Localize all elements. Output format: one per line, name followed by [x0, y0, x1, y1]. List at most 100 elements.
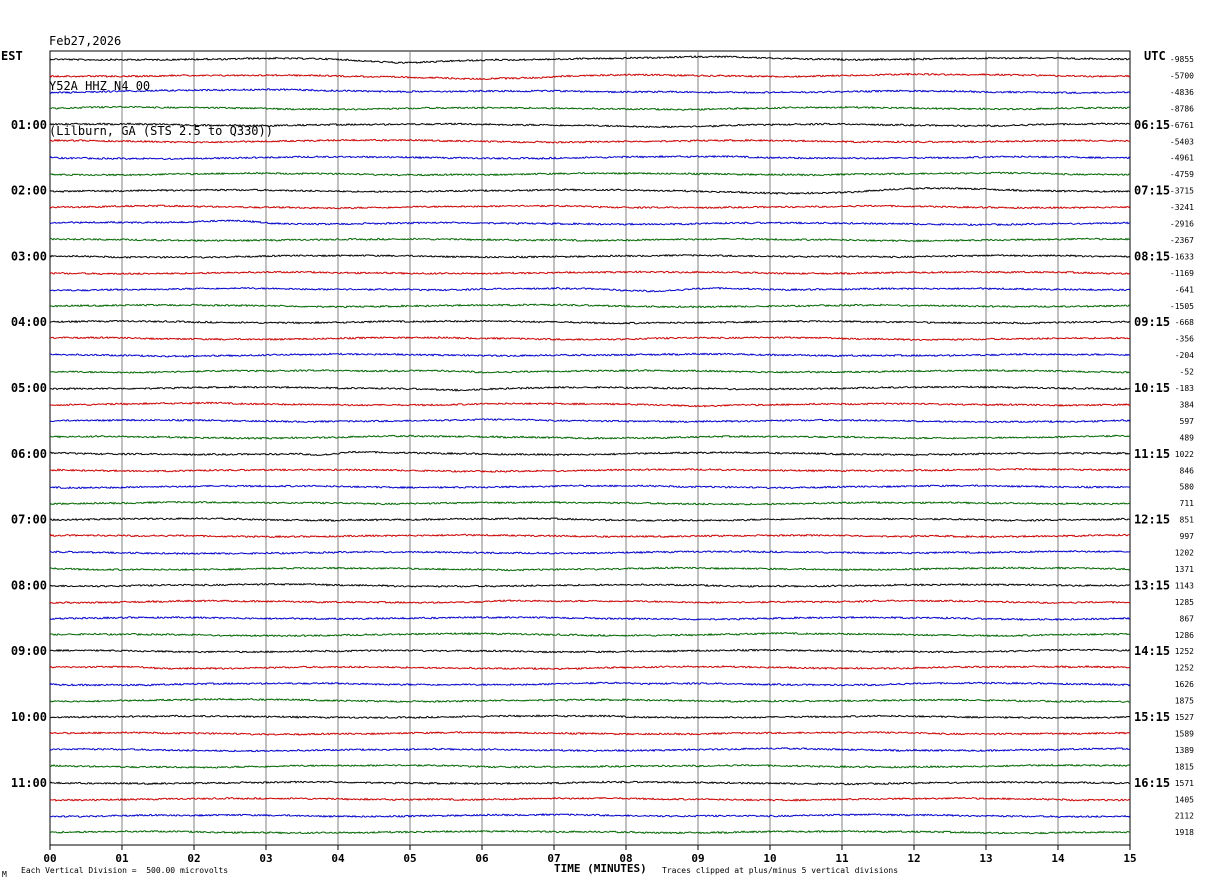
row-offset-label-11: -2367	[1170, 236, 1194, 245]
row-offset-label-3: -8786	[1170, 104, 1194, 113]
right-hour-label-12:15: 12:15	[1134, 513, 1170, 527]
row-offset-label-29: 997	[1180, 532, 1195, 541]
right-hour-label-09:15: 09:15	[1134, 315, 1170, 329]
row-offset-label-5: -5403	[1170, 137, 1194, 146]
row-offset-label-41: 1589	[1175, 729, 1194, 738]
trace-row-24	[49, 450, 1131, 457]
right-hour-label-16:15: 16:15	[1134, 776, 1170, 790]
left-hour-label-08:00: 08:00	[11, 578, 47, 592]
row-offset-label-42: 1389	[1175, 746, 1194, 755]
x-tick-label-11: 11	[835, 852, 849, 865]
row-offset-label-8: -3715	[1170, 187, 1194, 196]
trace-row-17	[49, 336, 1131, 342]
row-offset-label-17: -356	[1175, 335, 1194, 344]
left-hour-label-10:00: 10:00	[11, 710, 47, 724]
row-offset-label-26: 580	[1180, 483, 1195, 492]
row-offset-label-7: -4759	[1170, 170, 1194, 179]
right-hour-label-11:15: 11:15	[1134, 447, 1170, 461]
date-label: Feb27,2026	[49, 34, 122, 48]
trace-row-21	[49, 401, 1131, 408]
row-offset-label-4: -6761	[1170, 121, 1194, 130]
left-hour-label-11:00: 11:00	[11, 776, 47, 790]
right-hour-label-15:15: 15:15	[1134, 710, 1170, 724]
trace-row-12	[49, 253, 1131, 259]
row-offset-label-44: 1571	[1175, 779, 1194, 788]
trace-row-14	[49, 286, 1131, 293]
trace-row-37	[49, 665, 1131, 671]
row-offset-label-21: 384	[1180, 400, 1195, 409]
x-tick-label-14: 14	[1051, 852, 1065, 865]
row-offset-label-14: -641	[1175, 285, 1194, 294]
trace-row-26	[49, 484, 1131, 490]
row-offset-label-19: -52	[1180, 368, 1195, 377]
trace-row-18	[49, 352, 1131, 358]
left-hour-label-03:00: 03:00	[11, 249, 47, 263]
row-offset-label-35: 1286	[1175, 631, 1194, 640]
row-offset-label-34: 867	[1180, 614, 1195, 623]
row-offset-label-22: 597	[1180, 417, 1195, 426]
trace-row-8	[49, 186, 1131, 195]
clip-note: Traces clipped at plus/minus 5 vertical …	[662, 866, 899, 875]
right-hour-label-06:15: 06:15	[1134, 118, 1170, 132]
row-offset-label-10: -2916	[1170, 220, 1194, 229]
row-offset-label-37: 1252	[1175, 664, 1194, 673]
corner-mark: M	[2, 870, 7, 879]
trace-row-39	[49, 697, 1131, 704]
trace-row-36	[49, 648, 1131, 654]
trace-row-27	[49, 500, 1131, 506]
trace-row-20	[49, 385, 1131, 392]
trace-row-33	[49, 599, 1131, 605]
x-tick-label-07: 07	[547, 852, 560, 865]
trace-row-0	[49, 55, 1131, 64]
right-hour-label-08:15: 08:15	[1134, 249, 1170, 263]
trace-row-46	[49, 812, 1131, 819]
row-offset-label-6: -4961	[1170, 154, 1194, 163]
trace-row-28	[49, 517, 1131, 522]
trace-row-9	[49, 204, 1131, 210]
row-offset-label-16: -668	[1175, 318, 1194, 327]
row-offset-label-18: -204	[1175, 351, 1194, 360]
trace-row-22	[49, 418, 1131, 424]
row-offset-label-45: 1405	[1175, 795, 1194, 804]
row-offset-label-32: 1143	[1175, 581, 1194, 590]
trace-row-31	[49, 566, 1131, 572]
trace-row-40	[50, 714, 1131, 720]
station-label: Y52A HHZ N4 00	[49, 79, 151, 93]
x-tick-label-04: 04	[331, 852, 345, 865]
trace-row-42	[49, 747, 1131, 753]
trace-row-32	[49, 582, 1131, 588]
x-tick-label-01: 01	[115, 852, 129, 865]
left-timezone-label: EST	[1, 49, 23, 63]
row-offset-label-30: 1202	[1175, 549, 1194, 558]
row-offset-label-40: 1527	[1175, 713, 1194, 722]
trace-row-38	[49, 681, 1131, 687]
left-hour-label-09:00: 09:00	[11, 644, 47, 658]
x-tick-label-05: 05	[403, 852, 416, 865]
row-offset-label-0: -9855	[1170, 55, 1194, 64]
location-label: (Lilburn, GA (STS 2.5 to Q330))	[49, 124, 273, 138]
x-axis-label: TIME (MINUTES)	[554, 862, 647, 875]
x-tick-label-03: 03	[259, 852, 272, 865]
right-hour-label-14:15: 14:15	[1134, 644, 1170, 658]
right-hour-label-10:15: 10:15	[1134, 381, 1170, 395]
trace-row-44	[49, 780, 1131, 786]
x-tick-label-02: 02	[187, 852, 200, 865]
row-offset-label-27: 711	[1180, 499, 1195, 508]
row-offset-label-9: -3241	[1170, 203, 1194, 212]
row-offset-label-13: -1169	[1170, 269, 1194, 278]
plot-frame	[49, 50, 1131, 846]
left-hour-label-01:00: 01:00	[11, 118, 47, 132]
trace-row-1	[49, 72, 1131, 81]
row-offset-label-28: 851	[1180, 516, 1195, 525]
plot-header: Feb27,2026 Y52A HHZ N4 00 (Lilburn, GA (…	[49, 4, 273, 154]
x-tick-label-13: 13	[979, 852, 992, 865]
trace-row-2	[49, 88, 1131, 95]
row-offset-label-24: 1022	[1175, 450, 1194, 459]
row-offset-label-15: -1505	[1170, 302, 1194, 311]
trace-row-35	[50, 631, 1131, 638]
trace-row-41	[49, 731, 1131, 736]
row-offset-label-36: 1252	[1175, 647, 1194, 656]
trace-row-15	[49, 303, 1131, 309]
trace-row-47	[49, 829, 1131, 835]
